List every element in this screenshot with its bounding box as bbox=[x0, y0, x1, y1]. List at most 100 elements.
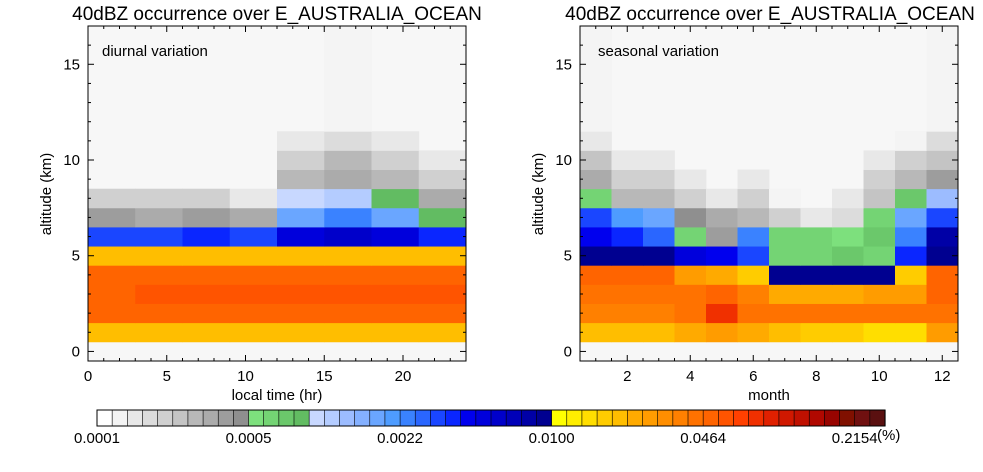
heatmap-cell bbox=[737, 322, 770, 343]
colorbar-unit-label: (%) bbox=[877, 427, 900, 444]
colorbar-swatch bbox=[414, 409, 431, 427]
heatmap-cell bbox=[832, 207, 864, 228]
heatmap-cell bbox=[863, 303, 896, 324]
heatmap-cell bbox=[229, 227, 278, 247]
heatmap-cell bbox=[418, 207, 467, 228]
heatmap-cell bbox=[674, 303, 707, 324]
colorbar-swatch bbox=[339, 409, 356, 427]
y-tick-label: 0 bbox=[72, 343, 80, 360]
heatmap-cell bbox=[229, 207, 278, 228]
heatmap-cell bbox=[371, 131, 420, 151]
heatmap-cell bbox=[706, 265, 738, 285]
heatmap-cell bbox=[863, 188, 896, 209]
heatmap-cell bbox=[800, 246, 833, 266]
heatmap-cell bbox=[182, 265, 231, 285]
diurnal-axis-ticks: 0 5 10 15 20 0 5 10 15 bbox=[63, 25, 467, 385]
colorbar-swatch bbox=[551, 409, 568, 427]
heatmap-cell bbox=[611, 227, 644, 247]
heatmap-cell bbox=[706, 303, 738, 324]
heatmap-cell bbox=[737, 169, 770, 190]
heatmap-cell bbox=[371, 284, 420, 304]
colorbar-swatch bbox=[808, 409, 825, 427]
heatmap-cell bbox=[926, 303, 959, 324]
colorbar-swatch bbox=[505, 409, 522, 427]
x-tick-label: 5 bbox=[163, 368, 171, 385]
y-tick-label: 10 bbox=[555, 152, 572, 169]
heatmap-cell bbox=[324, 169, 372, 190]
heatmap-cell bbox=[769, 188, 801, 209]
heatmap-cell bbox=[643, 188, 675, 209]
heatmap-cell bbox=[371, 322, 420, 343]
seasonal-title: 40dBZ occurrence over E_AUSTRALIA_OCEAN bbox=[565, 4, 975, 25]
colorbar-swatch bbox=[702, 409, 719, 427]
heatmap-cell bbox=[643, 284, 675, 304]
x-tick-label: 4 bbox=[686, 368, 694, 385]
colorbar-swatch bbox=[778, 409, 795, 427]
heatmap-cell bbox=[926, 188, 959, 209]
colorbar-swatch bbox=[460, 409, 477, 427]
heatmap-cell bbox=[277, 131, 325, 151]
heatmap-cell bbox=[926, 284, 959, 304]
heatmap-cell bbox=[229, 303, 278, 324]
heatmap-cell bbox=[769, 303, 801, 324]
heatmap-cell bbox=[926, 207, 959, 228]
heatmap-cell bbox=[895, 207, 927, 228]
heatmap-cell bbox=[611, 284, 644, 304]
heatmap-cell bbox=[800, 322, 833, 343]
heatmap-cell bbox=[832, 265, 864, 285]
heatmap-cell bbox=[832, 303, 864, 324]
heatmap-cell bbox=[418, 246, 467, 266]
seasonal-x-axis-label: month bbox=[748, 387, 790, 404]
heatmap-cell bbox=[895, 150, 927, 170]
heatmap-cell bbox=[580, 169, 612, 190]
heatmap-cell bbox=[674, 246, 707, 266]
heatmap-cell bbox=[706, 284, 738, 304]
colorbar-swatch bbox=[278, 409, 295, 427]
heatmap-cell bbox=[371, 303, 420, 324]
heatmap-cell bbox=[580, 207, 612, 228]
heatmap-cell bbox=[611, 169, 644, 190]
heatmap-cell bbox=[674, 322, 707, 343]
colorbar-swatch bbox=[127, 409, 144, 427]
heatmap-cell bbox=[800, 265, 833, 285]
heatmap-cell bbox=[277, 207, 325, 228]
heatmap-cell bbox=[926, 150, 959, 170]
heatmap-cell bbox=[863, 246, 896, 266]
seasonal-panel: 40dBZ occurrence over E_AUSTRALIA_OCEAN … bbox=[530, 4, 975, 404]
heatmap-cell bbox=[182, 227, 231, 247]
heatmap-cell bbox=[832, 322, 864, 343]
heatmap-cell bbox=[580, 150, 612, 170]
heatmap-cell bbox=[135, 246, 183, 266]
heatmap-cell bbox=[182, 284, 231, 304]
heatmap-cell bbox=[611, 322, 644, 343]
colorbar-swatch bbox=[748, 409, 765, 427]
heatmap-cell bbox=[643, 150, 675, 170]
heatmap-cell bbox=[926, 227, 959, 247]
heatmap-cell bbox=[324, 246, 372, 266]
heatmap-cell bbox=[324, 303, 372, 324]
heatmap-cell bbox=[418, 265, 467, 285]
heatmap-cell bbox=[895, 227, 927, 247]
heatmap-cell bbox=[88, 265, 136, 285]
x-tick-label: 2 bbox=[623, 368, 631, 385]
heatmap-cell bbox=[895, 265, 927, 285]
colorbar-tick-label: 0.2154 bbox=[832, 430, 878, 447]
colorbar-swatch bbox=[839, 409, 856, 427]
heatmap-cell bbox=[895, 284, 927, 304]
heatmap-cell bbox=[324, 188, 372, 209]
diurnal-panel-label: diurnal variation bbox=[102, 43, 208, 60]
colorbar-swatch bbox=[824, 409, 841, 427]
colorbar-swatch bbox=[202, 409, 219, 427]
heatmap-cell bbox=[277, 169, 325, 190]
colorbar-swatch bbox=[566, 409, 583, 427]
heatmap-cell bbox=[371, 207, 420, 228]
heatmap-cell bbox=[769, 284, 801, 304]
heatmap-cell bbox=[832, 227, 864, 247]
heatmap-cell bbox=[324, 207, 372, 228]
heatmap-cell bbox=[229, 188, 278, 209]
heatmap-cell bbox=[643, 303, 675, 324]
heatmap-cell bbox=[88, 188, 136, 209]
y-tick-label: 0 bbox=[564, 343, 572, 360]
heatmap-cell bbox=[863, 150, 896, 170]
heatmap-cell bbox=[926, 131, 959, 151]
